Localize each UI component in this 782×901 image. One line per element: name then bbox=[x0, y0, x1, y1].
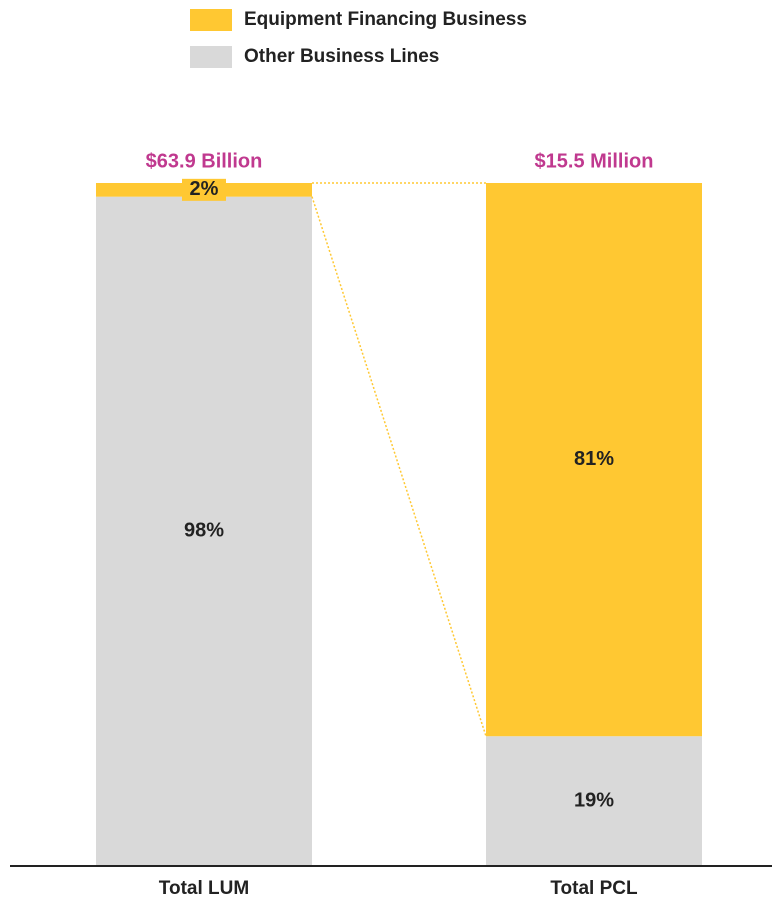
bar-segment bbox=[96, 196, 312, 866]
label-background bbox=[182, 178, 226, 201]
connector bbox=[311, 196, 487, 737]
x-tick-label: Total LUM bbox=[159, 878, 249, 899]
legend-label: Equipment Financing Business bbox=[244, 9, 527, 30]
value-label: 98% bbox=[184, 520, 224, 542]
legend-label: Other Business Lines bbox=[244, 46, 439, 67]
value-label: 19% bbox=[574, 789, 614, 811]
value-label: 81% bbox=[574, 448, 614, 470]
legend-swatch bbox=[190, 46, 232, 68]
bar-segment bbox=[486, 736, 702, 866]
total-label: $63.9 Billion bbox=[146, 150, 263, 172]
bar-segment bbox=[486, 183, 702, 737]
legend-swatch bbox=[190, 9, 232, 31]
total-label: $15.5 Million bbox=[535, 150, 654, 172]
x-tick-label: Total PCL bbox=[550, 878, 638, 899]
value-label: 2% bbox=[190, 178, 219, 200]
